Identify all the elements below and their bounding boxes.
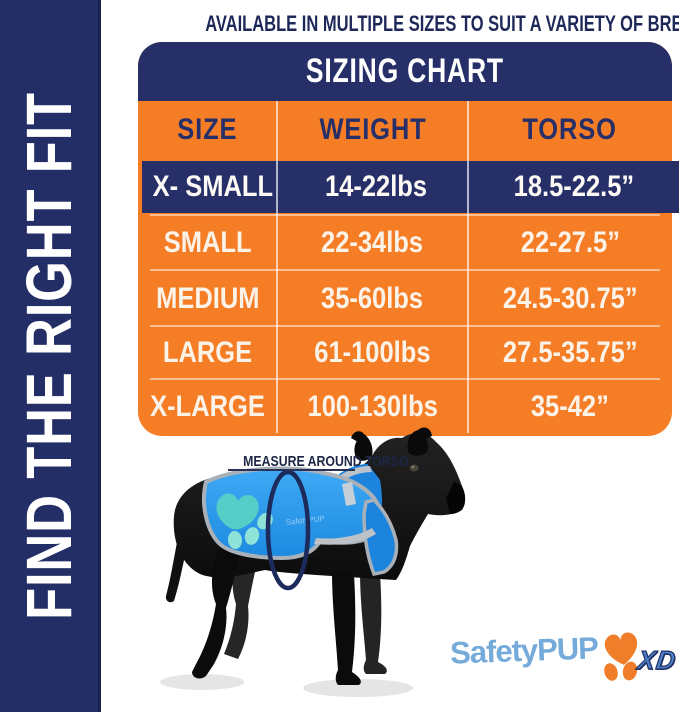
brand-logo: SafetyPUP XD (450, 627, 679, 685)
dog-nose (446, 482, 466, 514)
cell-weight: 35-60lbs (321, 281, 424, 315)
cell-torso: 18.5-22.5” (513, 170, 635, 203)
cell-size: X-LARGE (150, 389, 265, 423)
column-divider (467, 101, 469, 433)
sizing-chart-panel: SIZING CHART SIZE WEIGHT TORSO X- SMALL … (138, 42, 679, 436)
dog-ear-right-tip (418, 427, 432, 439)
dog-ear-right (407, 430, 428, 456)
vest-brand-text: SafetyPUP (285, 514, 325, 527)
table-row-large: LARGE 61-100lbs 27.5-35.75” (138, 327, 672, 379)
table-row-xlarge: X-LARGE 100-130lbs 35-42” (138, 379, 672, 434)
table-row-medium: MEDIUM 35-60lbs 24.5-30.75” (138, 270, 672, 327)
cell-weight: 61-100lbs (314, 336, 431, 369)
column-divider (276, 101, 278, 433)
cell-size: SMALL (163, 226, 252, 259)
cell-size: LARGE (162, 336, 253, 369)
vest-paw-print (216, 493, 273, 549)
cell-torso: 27.5-35.75” (502, 336, 638, 369)
cell-weight: 14-22lbs (325, 170, 428, 203)
headline: AVAILABLE IN MULTIPLE SIZES TO SUIT A VA… (120, 11, 679, 37)
table-row-small: SMALL 22-34lbs 22-27.5” (138, 216, 672, 270)
dog-ear-left-tip (351, 431, 364, 442)
vest-reflective-strip (342, 482, 356, 506)
cell-weight: 100-130lbs (307, 389, 438, 423)
column-header-weight: WEIGHT (318, 113, 427, 146)
measure-underline (228, 469, 355, 471)
cell-torso: 24.5-30.75” (502, 281, 638, 315)
dog-front-far-leg (360, 572, 387, 674)
side-ribbon: FIND THE RIGHT FIT (0, 0, 101, 712)
dog-eye (409, 464, 419, 472)
cell-size: MEDIUM (155, 281, 260, 315)
headline-text: AVAILABLE IN MULTIPLE SIZES TO SUIT A VA… (205, 11, 679, 36)
dog-front-near-leg (332, 572, 361, 685)
ribbon-title: FIND THE RIGHT FIT (13, 92, 85, 620)
cell-torso: 35-42” (531, 389, 609, 423)
dog-photo: SafetyPUP (80, 424, 480, 712)
dog-rear-near-leg (192, 536, 242, 679)
logo-suffix-text: XD (635, 644, 679, 675)
measure-ring (265, 469, 311, 591)
row-divider (150, 378, 660, 380)
cell-size: X- SMALL (152, 170, 274, 203)
shadow (303, 679, 413, 697)
column-header-torso: TORSO (522, 113, 618, 146)
sizing-chart-title: SIZING CHART (306, 52, 504, 90)
measure-label: MEASURE AROUND TORSO (243, 453, 409, 470)
cell-weight: 22-34lbs (321, 226, 424, 259)
paw-icon (604, 632, 637, 681)
dog-eye-glint (411, 465, 415, 469)
table-row-xsmall: X- SMALL 14-22lbs 18.5-22.5” (142, 161, 679, 213)
sizing-chart-header: SIZING CHART (138, 42, 672, 101)
column-header-row: SIZE WEIGHT TORSO (138, 101, 672, 159)
cell-torso: 22-27.5” (520, 226, 620, 259)
column-header-size: SIZE (177, 113, 238, 146)
shadow (160, 674, 244, 690)
row-divider (150, 325, 660, 327)
vest-reflective-swoosh (314, 528, 376, 545)
row-divider (150, 269, 660, 271)
row-divider (150, 214, 660, 216)
dog-illustration: SafetyPUP (160, 427, 466, 697)
